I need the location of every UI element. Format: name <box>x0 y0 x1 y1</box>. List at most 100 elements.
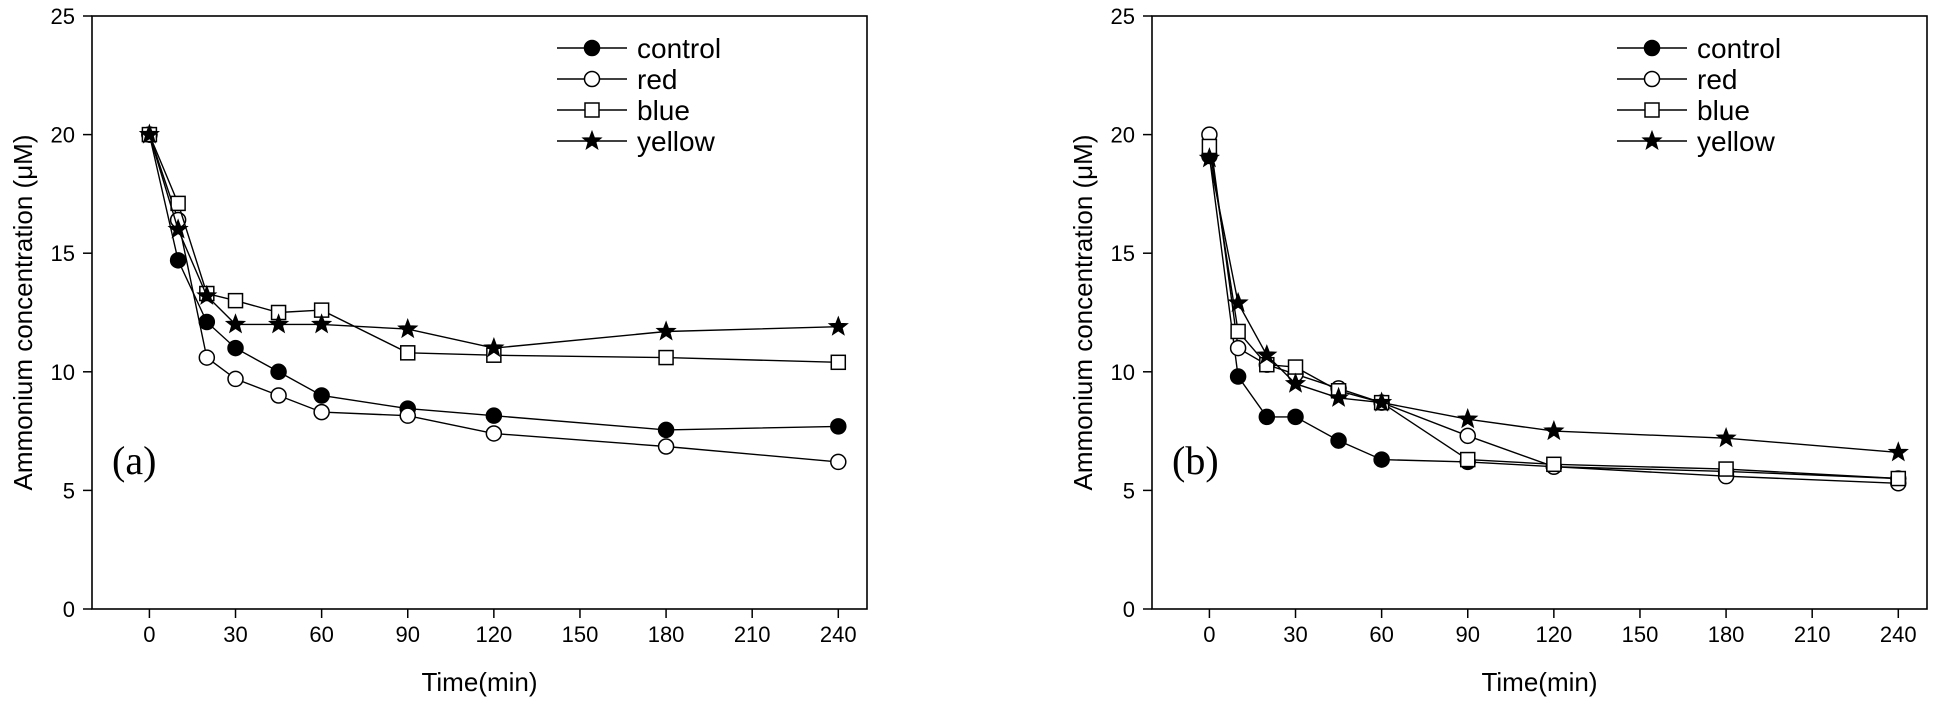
data-point <box>170 195 186 212</box>
legend-label: control <box>1697 33 1781 64</box>
data-point <box>138 123 160 144</box>
data-point <box>198 313 216 331</box>
y-tick-label: 15 <box>51 241 75 266</box>
data-point <box>1256 344 1278 365</box>
data-point <box>1198 147 1220 168</box>
data-point <box>196 284 218 305</box>
data-point <box>1890 470 1907 487</box>
data-point <box>1230 323 1246 340</box>
data-point <box>485 407 503 424</box>
x-tick-label: 210 <box>1794 622 1831 647</box>
y-tick-label: 25 <box>51 4 75 29</box>
x-tick-label: 30 <box>223 622 247 647</box>
x-tick-label: 240 <box>1880 622 1917 647</box>
data-point <box>657 438 675 455</box>
legend-label: blue <box>1697 95 1750 126</box>
data-point <box>1715 427 1737 448</box>
data-point <box>167 218 189 239</box>
data-point <box>830 418 847 435</box>
x-tick-label: 210 <box>734 622 771 647</box>
x-tick-label: 90 <box>395 622 419 647</box>
y-tick-label: 10 <box>51 360 75 385</box>
data-point <box>227 339 244 357</box>
legend-label: red <box>1697 64 1737 95</box>
data-point <box>268 313 290 334</box>
data-point <box>1459 427 1476 445</box>
series-red <box>1201 126 1907 492</box>
series-line <box>148 134 839 363</box>
x-tick-label: 180 <box>648 622 685 647</box>
series-line <box>1208 158 1899 454</box>
legend-marker <box>581 129 603 151</box>
legend-marker <box>1643 70 1661 88</box>
legend-marker <box>583 70 601 88</box>
data-point <box>657 421 675 439</box>
panel-label: (b) <box>1172 438 1219 483</box>
data-point <box>1284 372 1307 393</box>
data-point <box>399 345 416 361</box>
y-tick-label: 0 <box>1123 597 1135 622</box>
plot-frame <box>91 15 868 610</box>
x-tick-label: 30 <box>1283 622 1307 647</box>
data-point <box>830 354 847 371</box>
data-point <box>485 425 503 442</box>
y-tick-label: 0 <box>63 597 75 622</box>
series-line <box>1208 155 1899 480</box>
data-point <box>483 336 505 358</box>
legend-label: yellow <box>1697 126 1776 157</box>
data-point <box>1457 408 1479 429</box>
x-tick-label: 60 <box>309 622 333 647</box>
data-point <box>827 315 849 336</box>
legend-marker <box>1641 129 1663 151</box>
series-line <box>148 134 839 349</box>
data-point <box>658 349 674 366</box>
legend-marker <box>584 102 600 118</box>
data-point <box>830 453 847 471</box>
data-point <box>1227 291 1249 313</box>
y-tick-label: 15 <box>1111 241 1135 266</box>
data-point <box>1287 408 1304 426</box>
data-point <box>169 252 187 269</box>
legend-label: control <box>637 33 721 64</box>
series-yellow <box>1198 147 1909 462</box>
legend-label: blue <box>637 95 690 126</box>
data-point <box>270 387 287 404</box>
data-point <box>1887 441 1909 462</box>
plot-frame <box>1151 15 1928 610</box>
data-point <box>1328 386 1350 407</box>
chart-panel-b: 0 30 60 90 120 150 180 210 240 0 5 10 15 20 25 Time(min… <box>1068 4 1928 697</box>
data-point <box>227 370 244 388</box>
data-point <box>227 292 244 309</box>
y-axis-title: Ammonium concentration (μM) <box>1068 135 1098 491</box>
data-point <box>1459 451 1476 468</box>
series-control <box>141 126 847 439</box>
data-point <box>1546 456 1562 473</box>
data-point <box>311 313 333 334</box>
data-point <box>397 317 419 339</box>
panel-label: (a) <box>112 438 156 483</box>
legend-marker <box>1643 39 1661 57</box>
legend-marker <box>1644 102 1660 118</box>
series-line <box>1208 134 1899 484</box>
data-point <box>1371 391 1393 412</box>
legend-label: yellow <box>637 126 716 157</box>
data-point <box>1258 408 1276 426</box>
data-point <box>313 387 330 404</box>
y-tick-label: 10 <box>1111 360 1135 385</box>
legend-marker <box>583 39 601 57</box>
x-axis-title: Time(min) <box>421 667 537 697</box>
data-point <box>655 320 677 341</box>
series-blue <box>141 126 847 371</box>
legend-label: red <box>637 64 677 95</box>
x-tick-label: 0 <box>143 622 155 647</box>
x-axis-title: Time(min) <box>1481 667 1597 697</box>
y-tick-label: 20 <box>51 123 75 148</box>
data-point <box>270 363 287 381</box>
x-tick-label: 0 <box>1203 622 1215 647</box>
data-point <box>1229 368 1247 385</box>
data-point <box>313 403 330 421</box>
x-tick-label: 240 <box>820 622 857 647</box>
